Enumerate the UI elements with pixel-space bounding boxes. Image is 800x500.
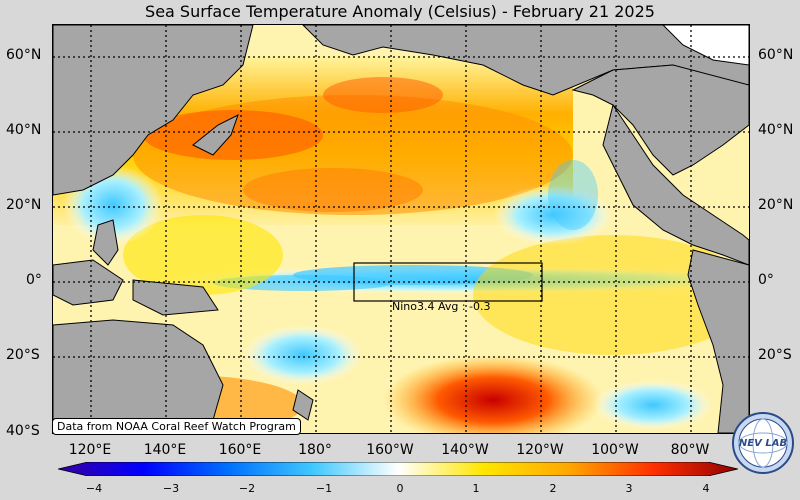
colorbar-tick: 3: [625, 482, 633, 495]
graticule: [53, 25, 749, 433]
lon-label: 160°E: [218, 442, 262, 458]
colorbar-tick: 0: [396, 482, 404, 495]
lat-label-right: 20°N: [758, 197, 794, 213]
lat-label-right: 40°N: [758, 122, 794, 138]
lon-label: 120°W: [516, 442, 564, 458]
nevlab-logo: NEV LAB: [732, 412, 794, 474]
data-credit: Data from NOAA Coral Reef Watch Program: [52, 418, 301, 435]
colorbar-tick: −1: [315, 482, 333, 495]
lat-label-right: 0°: [758, 272, 774, 288]
lat-label-right: 60°N: [758, 47, 794, 63]
lat-label-left: 60°N: [6, 47, 42, 63]
map-title: Sea Surface Temperature Anomaly (Celsius…: [145, 2, 655, 21]
lon-label: 140°E: [143, 442, 187, 458]
lon-label: 120°E: [68, 442, 112, 458]
lat-label-left: 40°S: [6, 423, 40, 439]
lat-label-left: 20°N: [6, 197, 42, 213]
lon-label: 160°W: [366, 442, 414, 458]
colorbar-tick: 2: [549, 482, 557, 495]
colorbar-tick: −2: [238, 482, 256, 495]
svg-text:NEV LAB: NEV LAB: [739, 438, 787, 449]
lat-label-left: 20°S: [6, 347, 40, 363]
nino34-label: Nino3.4 Avg : -0.3: [392, 300, 491, 313]
lat-label-left: 0°: [26, 272, 42, 288]
lon-label: 140°W: [441, 442, 489, 458]
colorbar-tick: −4: [85, 482, 103, 495]
sst-anomaly-map: [52, 24, 750, 434]
colorbar: [58, 462, 738, 476]
colorbar-tick: −3: [162, 482, 180, 495]
lon-label: 180°: [298, 442, 332, 458]
lat-label-right: 20°S: [758, 347, 792, 363]
land-masses: [53, 25, 749, 433]
lon-label: 100°W: [591, 442, 639, 458]
nino34-box: [353, 262, 543, 302]
lon-label: 80°W: [670, 442, 710, 458]
colorbar-tick: 1: [472, 482, 480, 495]
colorbar-tick: 4: [702, 482, 710, 495]
lat-label-left: 40°N: [6, 122, 42, 138]
